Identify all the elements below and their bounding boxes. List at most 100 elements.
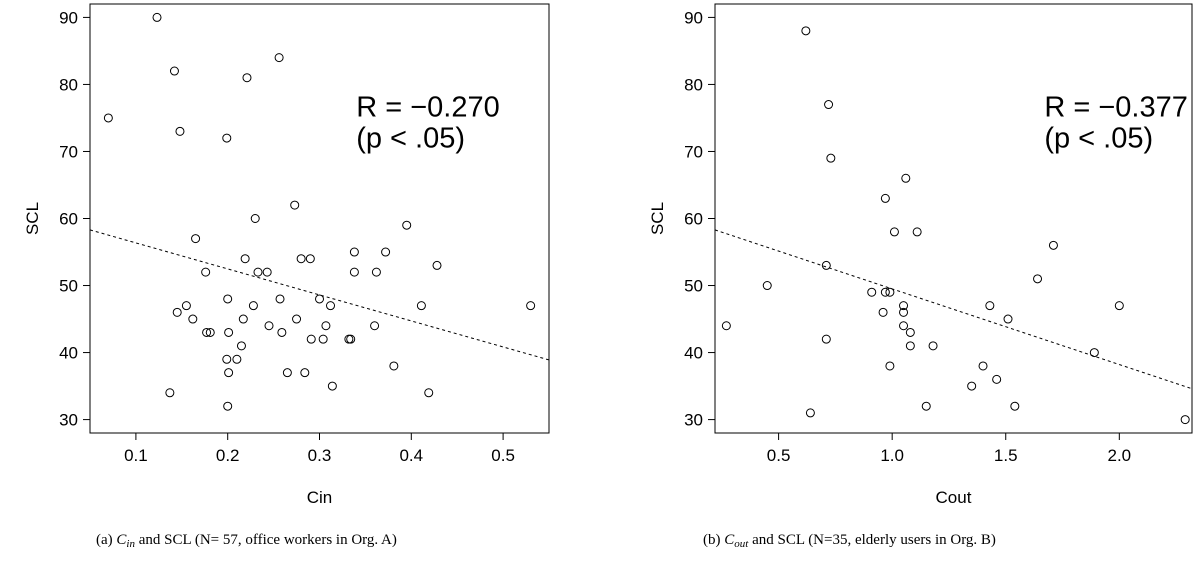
y-tick-label: 40 bbox=[59, 344, 78, 363]
data-point bbox=[905, 341, 915, 351]
data-point bbox=[292, 314, 302, 324]
data-point bbox=[885, 287, 895, 297]
data-point bbox=[253, 267, 263, 277]
data-point bbox=[172, 307, 182, 317]
data-point bbox=[223, 294, 233, 304]
regression-line bbox=[89, 229, 550, 361]
y-tick-label: 30 bbox=[59, 411, 78, 430]
correlation-annotation: R = −0.270 bbox=[356, 92, 500, 124]
data-point bbox=[232, 354, 242, 364]
scatter-plot-cout-scl: 30 40 50 60 70 80 90 0.5 1.0 1.5 2.0 Cout SCL R = −0.… bbox=[648, 3, 1193, 507]
x-tick-label: 2.0 bbox=[1107, 446, 1131, 465]
data-point bbox=[223, 401, 233, 411]
y-tick-label: 80 bbox=[59, 75, 78, 94]
data-point bbox=[169, 66, 179, 76]
data-point bbox=[905, 327, 915, 337]
data-point bbox=[275, 294, 285, 304]
data-point bbox=[274, 53, 284, 63]
data-point bbox=[805, 408, 815, 418]
data-point bbox=[721, 321, 731, 331]
x-tick-label: 0.2 bbox=[216, 446, 240, 465]
p-value-annotation: (p < .05) bbox=[1044, 123, 1153, 155]
data-point bbox=[899, 301, 909, 311]
data-point bbox=[424, 388, 434, 398]
data-point bbox=[801, 26, 811, 36]
data-point bbox=[201, 267, 211, 277]
plot-frame bbox=[714, 3, 1193, 434]
data-point bbox=[880, 287, 890, 297]
data-point bbox=[202, 327, 212, 337]
data-point bbox=[1010, 401, 1020, 411]
data-point bbox=[349, 247, 359, 257]
data-point bbox=[175, 126, 185, 136]
data-point bbox=[1048, 240, 1058, 250]
data-point bbox=[899, 321, 909, 331]
caption-b-text: and SCL (N=35, elderly users in Org. B) bbox=[752, 532, 996, 548]
data-point bbox=[762, 281, 772, 291]
data-point bbox=[912, 227, 922, 237]
data-point bbox=[326, 301, 336, 311]
data-point bbox=[248, 301, 258, 311]
data-point bbox=[432, 260, 442, 270]
data-point bbox=[416, 301, 426, 311]
x-tick-label: 0.4 bbox=[399, 446, 423, 465]
data-point bbox=[224, 368, 234, 378]
data-point bbox=[165, 388, 175, 398]
data-point bbox=[344, 334, 354, 344]
correlation-annotation: R = −0.377 bbox=[1044, 92, 1188, 124]
data-point bbox=[381, 247, 391, 257]
data-point bbox=[880, 193, 890, 203]
y-tick-label: 60 bbox=[684, 210, 703, 229]
data-point bbox=[371, 267, 381, 277]
data-point bbox=[346, 334, 356, 344]
data-point bbox=[224, 327, 234, 337]
chart-panel-a: 30 40 50 60 70 80 90 0.1 0.2 0.3 0.4 0.5 Cin SCL R = −… bbox=[0, 0, 596, 572]
data-point bbox=[985, 301, 995, 311]
data-point bbox=[967, 381, 977, 391]
data-point bbox=[885, 361, 895, 371]
data-point bbox=[305, 254, 315, 264]
data-point bbox=[191, 234, 201, 244]
caption-a-text: and SCL (N= 57, office workers in Org. A… bbox=[138, 532, 397, 548]
caption-a: (a) Cin and SCL (N= 57, office workers i… bbox=[96, 532, 397, 550]
data-point bbox=[878, 307, 888, 317]
data-point bbox=[188, 314, 198, 324]
plot-frame bbox=[89, 3, 550, 434]
data-point bbox=[370, 321, 380, 331]
data-point bbox=[867, 287, 877, 297]
x-tick-label: 1.0 bbox=[880, 446, 904, 465]
data-point bbox=[928, 341, 938, 351]
x-tick-label: 1.5 bbox=[994, 446, 1018, 465]
data-point bbox=[315, 294, 324, 304]
y-tick-label: 90 bbox=[684, 8, 703, 27]
data-point bbox=[222, 354, 232, 364]
data-point bbox=[238, 314, 248, 324]
caption-b: (b) Cout and SCL (N=35, elderly users in… bbox=[703, 532, 996, 550]
data-point bbox=[402, 220, 412, 230]
y-tick-label: 90 bbox=[59, 8, 78, 27]
scatter-plot-cin-scl: 30 40 50 60 70 80 90 0.1 0.2 0.3 0.4 0.5 Cin SCL R = −… bbox=[23, 3, 550, 507]
data-point bbox=[205, 327, 215, 337]
data-point bbox=[826, 153, 836, 163]
data-point bbox=[821, 260, 831, 270]
x-tick-label: 0.5 bbox=[491, 446, 515, 465]
caption-b-subscript: out bbox=[734, 538, 749, 550]
caption-a-label: (a) bbox=[96, 532, 113, 548]
data-point bbox=[1114, 301, 1124, 311]
data-point bbox=[321, 321, 331, 331]
data-point bbox=[240, 254, 250, 264]
y-tick-label: 70 bbox=[684, 142, 703, 161]
data-point bbox=[899, 307, 909, 317]
data-point bbox=[389, 361, 399, 371]
data-point bbox=[901, 173, 911, 183]
data-point bbox=[264, 321, 274, 331]
data-point bbox=[300, 368, 310, 378]
data-point bbox=[290, 200, 300, 210]
data-point bbox=[306, 334, 316, 344]
chart-panel-b: 30 40 50 60 70 80 90 0.5 1.0 1.5 2.0 Cout SCL R = −0.… bbox=[597, 0, 1193, 572]
x-axis-label: Cout bbox=[936, 488, 972, 507]
data-point bbox=[277, 327, 287, 337]
p-value-annotation: (p < .05) bbox=[356, 123, 465, 155]
caption-a-subscript: in bbox=[126, 538, 135, 550]
y-tick-label: 60 bbox=[59, 210, 78, 229]
